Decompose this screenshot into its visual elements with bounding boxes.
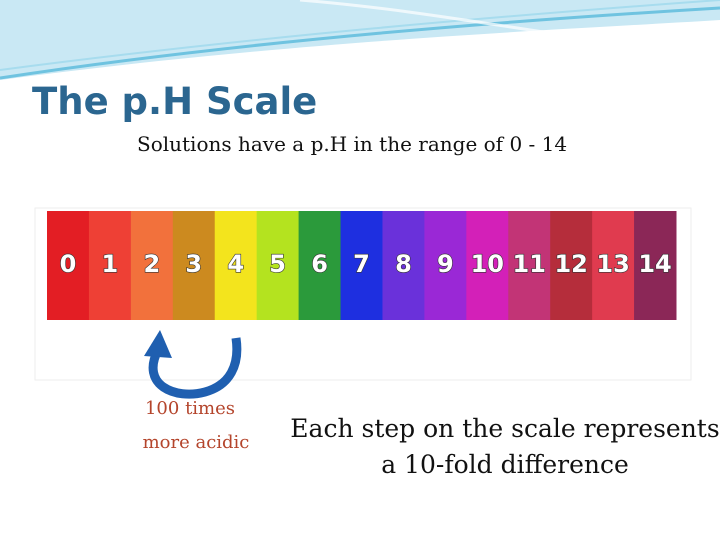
slide-title: The p.H Scale (32, 80, 317, 123)
scale-label: 5 (269, 250, 286, 278)
scale-cell (88, 211, 132, 320)
scale-label: 10 (471, 250, 504, 278)
arrow-note-line: 100 times (145, 398, 235, 419)
scale-cell (256, 211, 300, 320)
scale-label: 14 (638, 250, 671, 278)
subtitle: Solutions have a p.H in the range of 0 -… (137, 132, 567, 156)
scale-cell (298, 211, 342, 320)
scale-label: 9 (437, 250, 454, 278)
arrow-note-line: more acidic (143, 432, 250, 453)
scale-label: 1 (102, 250, 119, 278)
scale-cell (424, 211, 467, 320)
scale-label: 2 (143, 250, 160, 278)
ph-scale: 0 1 2 3 4 5 6 7 8 9 10 11 12 13 14 (47, 211, 677, 320)
scale-label: 8 (395, 250, 412, 278)
scale-cell (508, 211, 551, 320)
curved-arrow (144, 330, 242, 399)
scale-label: 13 (596, 250, 629, 278)
scale-label: 0 (60, 250, 77, 278)
scale-cell (172, 211, 216, 320)
scale-label: 6 (311, 250, 328, 278)
scale-label: 3 (185, 250, 202, 278)
scale-cell (130, 211, 174, 320)
scale-cell (47, 211, 90, 320)
scale-cell (592, 211, 635, 320)
scale-label: 7 (353, 250, 370, 278)
scale-label: 4 (227, 250, 244, 278)
scale-cell (214, 211, 258, 320)
scale-cell (550, 211, 593, 320)
scale-cell (634, 211, 677, 320)
scale-label: 11 (513, 250, 546, 278)
scale-cell (340, 211, 383, 320)
note-line: a 10-fold difference (381, 450, 629, 479)
note-line: Each step on the scale represents (290, 414, 719, 443)
header-decoration (0, 0, 720, 80)
scale-cell (382, 211, 425, 320)
scale-label: 12 (554, 250, 587, 278)
scale-cell (466, 211, 509, 320)
